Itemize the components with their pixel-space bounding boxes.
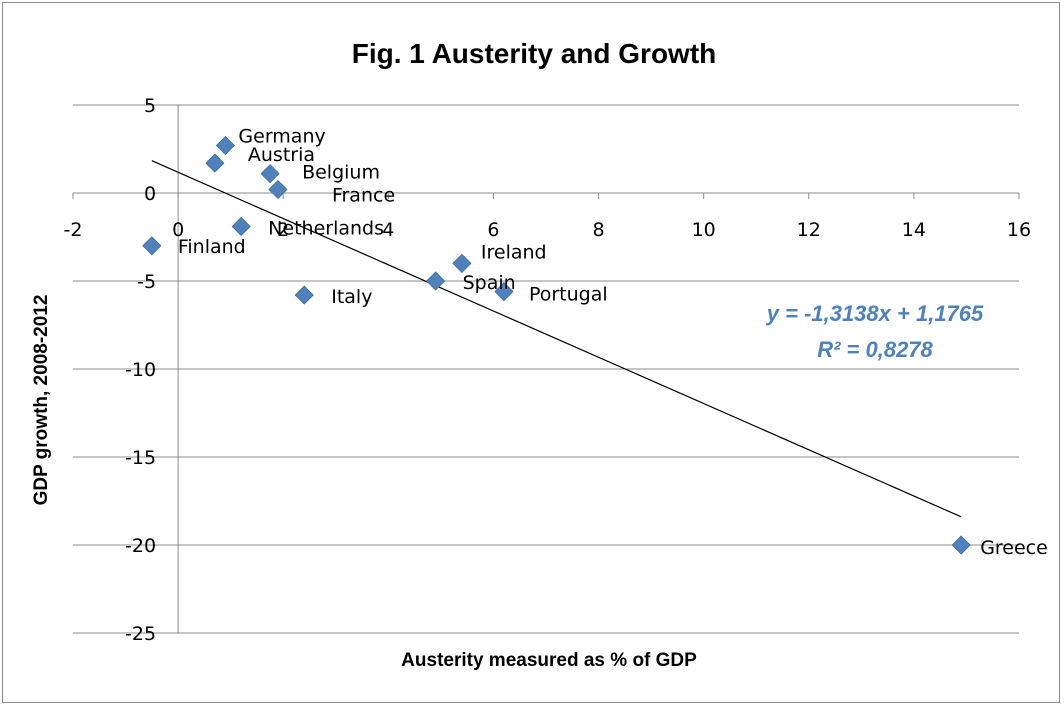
x-tick-label: 12 bbox=[797, 219, 821, 241]
data-point bbox=[260, 164, 280, 184]
x-tick-label: 2 bbox=[277, 219, 289, 241]
point-label: Belgium bbox=[302, 162, 380, 184]
point-label: Austria bbox=[248, 144, 315, 166]
point-label: Netherlands bbox=[268, 217, 384, 239]
data-point bbox=[205, 153, 225, 173]
y-tick-labels: 5 0 -5 -10 -15 -20 -25 bbox=[125, 95, 156, 645]
point-label: Portugal bbox=[529, 284, 608, 306]
data-points bbox=[142, 135, 971, 555]
data-point bbox=[426, 271, 446, 291]
point-label: Ireland bbox=[481, 241, 547, 263]
scatter-chart: Fig. 1 Austerity and Growth 5 0 -5 -10 -15 -2… bbox=[31, 38, 1048, 671]
data-point bbox=[494, 281, 514, 302]
gridlines bbox=[73, 104, 1019, 634]
point-label: Finland bbox=[178, 236, 246, 258]
x-tick-label: 8 bbox=[593, 219, 605, 241]
point-label: Spain bbox=[463, 272, 516, 294]
x-tick-label: 14 bbox=[902, 219, 926, 241]
x-axis-title: Austerity measured as % of GDP bbox=[401, 650, 697, 671]
trendline-group bbox=[151, 160, 962, 518]
point-label: Germany bbox=[238, 125, 325, 147]
data-point bbox=[452, 253, 472, 273]
trendline-r-squared: R² = 0,8278 bbox=[817, 337, 933, 362]
y-tick-label: -10 bbox=[125, 359, 156, 381]
data-point bbox=[294, 285, 314, 305]
y-tick-label: 0 bbox=[144, 183, 156, 205]
x-tick-label: -2 bbox=[64, 219, 83, 241]
x-tick-label: 4 bbox=[382, 219, 394, 241]
data-point bbox=[215, 135, 235, 156]
trendline bbox=[151, 160, 962, 518]
data-point bbox=[268, 179, 288, 200]
data-point bbox=[951, 535, 971, 555]
y-tick-label: -25 bbox=[125, 623, 156, 645]
y-tick-label: -20 bbox=[125, 535, 156, 557]
data-point bbox=[142, 236, 162, 256]
x-tick-label: 10 bbox=[692, 219, 716, 241]
data-point bbox=[231, 216, 251, 237]
point-label: Greece bbox=[980, 537, 1048, 559]
trendline-equation: y = -1,3138x + 1,1765 bbox=[766, 301, 984, 326]
y-tick-label: 5 bbox=[144, 95, 156, 117]
x-tick-labels: -2 0 2 4 6 8 10 12 14 16 bbox=[64, 219, 1032, 241]
point-label: Italy bbox=[331, 286, 372, 308]
point-label: France bbox=[332, 184, 395, 206]
chart-title: Fig. 1 Austerity and Growth bbox=[352, 38, 717, 69]
y-tick-label: -5 bbox=[137, 271, 156, 293]
x-tick-label: 16 bbox=[1007, 219, 1031, 241]
x-tick-label: 0 bbox=[172, 219, 184, 241]
y-tick-label: -15 bbox=[125, 447, 156, 469]
x-tick-label: 6 bbox=[487, 219, 499, 241]
axes bbox=[72, 104, 1020, 634]
y-axis-title: GDP growth, 2008-2012 bbox=[31, 295, 52, 506]
